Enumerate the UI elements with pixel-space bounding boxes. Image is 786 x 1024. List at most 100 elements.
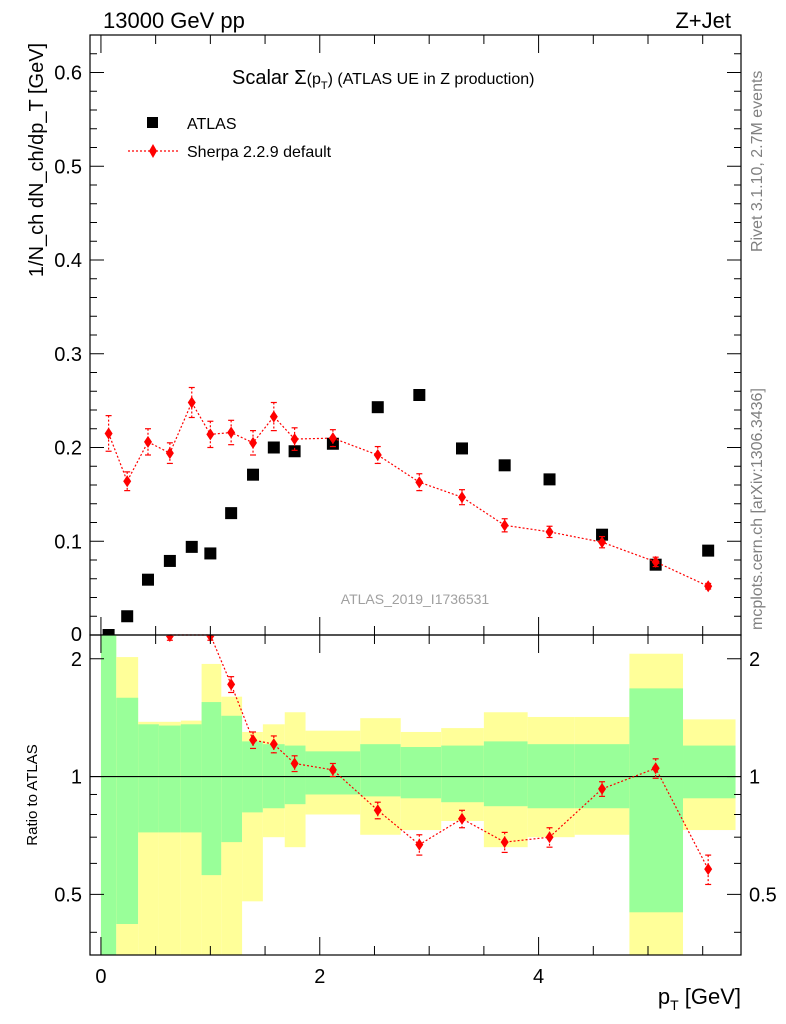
mcplots-label: mcplots.cern.ch [arXiv:1306.3436] xyxy=(749,388,766,630)
atlas-point xyxy=(456,442,468,455)
ratio-band-inner xyxy=(158,725,181,833)
ratio-sherpa-point xyxy=(227,678,236,691)
ratio-sherpa-point xyxy=(598,782,607,795)
ratio-sherpa-point xyxy=(328,763,337,776)
ratio-sherpa-point xyxy=(458,812,466,825)
legend-atlas-label: ATLAS xyxy=(187,116,237,133)
ratio-band-inner xyxy=(138,724,159,833)
y-tick-label: 0.1 xyxy=(54,531,82,553)
sherpa-point xyxy=(373,449,382,461)
ratio-plot-data xyxy=(90,634,741,886)
sherpa-point xyxy=(328,432,337,445)
sherpa-point xyxy=(290,433,299,446)
ratio-sherpa-point xyxy=(269,738,278,751)
main-plot-data xyxy=(102,386,715,635)
x-tick-label: 2 xyxy=(314,966,325,988)
atlas-point xyxy=(702,544,715,557)
ratio-plot-xlabel: pT [GeV] xyxy=(658,984,741,1013)
title-symbol: Σ xyxy=(294,67,306,89)
atlas-point xyxy=(371,401,384,414)
ratio-sherpa-point xyxy=(704,863,713,876)
x-tick-label: 0 xyxy=(95,966,106,988)
ratio-y-tick-label-right: 0.5 xyxy=(749,884,777,906)
ratio-plot-bands xyxy=(100,635,736,955)
sherpa-point xyxy=(500,519,509,532)
legend-atlas-marker xyxy=(147,117,158,128)
ratio-sherpa-point xyxy=(500,836,509,849)
title-prefix: Scalar xyxy=(232,67,294,89)
ratio-band-inner xyxy=(284,745,306,805)
x-tick-label: 4 xyxy=(533,966,544,988)
y-tick-label: 0.6 xyxy=(54,63,82,85)
header-left: 13000 GeV pp xyxy=(103,8,245,33)
atlas-point xyxy=(288,445,301,458)
sherpa-point xyxy=(415,476,424,489)
sherpa-point xyxy=(704,580,713,593)
atlas-point xyxy=(204,547,217,560)
atlas-point xyxy=(543,473,556,486)
atlas-point xyxy=(498,459,511,472)
atlas-point xyxy=(225,507,238,520)
sherpa-point xyxy=(206,428,215,441)
ratio-y-tick-label-left: 2 xyxy=(71,649,82,671)
atlas-point xyxy=(596,528,609,541)
y-tick-label-zero: 0 xyxy=(71,624,82,646)
ratio-plot-panel: 0.5 0.5 1 1 2 2 0 2 4 Ratio to ATLAS pT [GeV] xyxy=(24,634,777,1013)
ratio-band-inner xyxy=(683,745,736,799)
ratio-band-inner xyxy=(100,635,117,955)
y-tick-label: 0.4 xyxy=(54,250,82,272)
main-plot-title: Scalar Σ(pT) (ATLAS UE in Z production) xyxy=(232,67,534,92)
sherpa-point xyxy=(165,447,174,460)
legend-sherpa-marker xyxy=(149,144,157,158)
sherpa-point xyxy=(458,491,466,504)
xlabel-main: p xyxy=(658,984,670,1009)
ratio-sherpa-line xyxy=(169,634,709,870)
ratio-sherpa-point xyxy=(249,734,258,747)
main-plot-panel: 0.1 0.2 0.3 0.4 0.5 0.6 0 Scalar Σ(pT) (ATLAS … xyxy=(26,34,742,646)
y-tick-label: 0.3 xyxy=(54,344,82,366)
ratio-sherpa-point xyxy=(545,831,554,844)
sherpa-point xyxy=(651,555,660,568)
ratio-band-inner xyxy=(221,715,243,843)
sherpa-point xyxy=(598,536,607,549)
atlas-point xyxy=(267,441,280,454)
title-suffix: (ATLAS UE in Z production) xyxy=(333,71,535,88)
y-tick-label: 0.2 xyxy=(54,438,82,460)
watermark: ATLAS_2019_I1736531 xyxy=(341,591,490,607)
ratio-band-inner xyxy=(180,724,202,833)
ratio-band-inner xyxy=(116,697,139,925)
ratio-band-inner xyxy=(360,744,401,797)
ratio-plot-ylabel: Ratio to ATLAS xyxy=(24,744,41,845)
header-right: Z+Jet xyxy=(675,8,731,33)
rivet-label: Rivet 3.1.10, 2.7M events xyxy=(749,71,766,252)
sherpa-point xyxy=(545,525,554,538)
ratio-y-tick-label-right: 1 xyxy=(749,767,760,789)
ratio-sherpa-point xyxy=(415,838,424,851)
ratio-band-inner xyxy=(629,688,684,913)
atlas-point xyxy=(413,389,426,401)
atlas-point xyxy=(121,610,134,623)
sherpa-point xyxy=(143,435,152,448)
y-tick-label: 0.5 xyxy=(54,156,82,178)
ratio-band-inner xyxy=(483,741,528,807)
main-plot-ylabel: 1/N_ch dN_ch/dp_T [GeV] xyxy=(26,43,48,277)
title-paren-close: ) xyxy=(328,71,333,88)
xlabel-unit: [GeV] xyxy=(679,984,741,1009)
title-sub: T xyxy=(321,80,328,92)
ratio-sherpa-point xyxy=(651,762,660,775)
ratio-plot-ticks: 0.5 0.5 1 1 2 2 0 2 4 xyxy=(54,635,777,988)
sherpa-line xyxy=(108,401,709,587)
ratio-band-inner xyxy=(400,747,442,799)
atlas-point xyxy=(102,629,115,635)
ratio-y-tick-label-right: 2 xyxy=(749,649,760,671)
ratio-sherpa-point xyxy=(373,804,382,817)
atlas-point xyxy=(141,573,154,586)
title-paren-open: (p xyxy=(307,71,321,88)
atlas-point xyxy=(247,468,260,481)
xlabel-sub: T xyxy=(670,997,679,1013)
sherpa-point xyxy=(187,396,196,409)
sherpa-point xyxy=(249,436,258,449)
main-plot-ticks: 0.1 0.2 0.3 0.4 0.5 0.6 0 xyxy=(54,35,741,646)
ratio-y-tick-label-left: 0.5 xyxy=(54,884,82,906)
